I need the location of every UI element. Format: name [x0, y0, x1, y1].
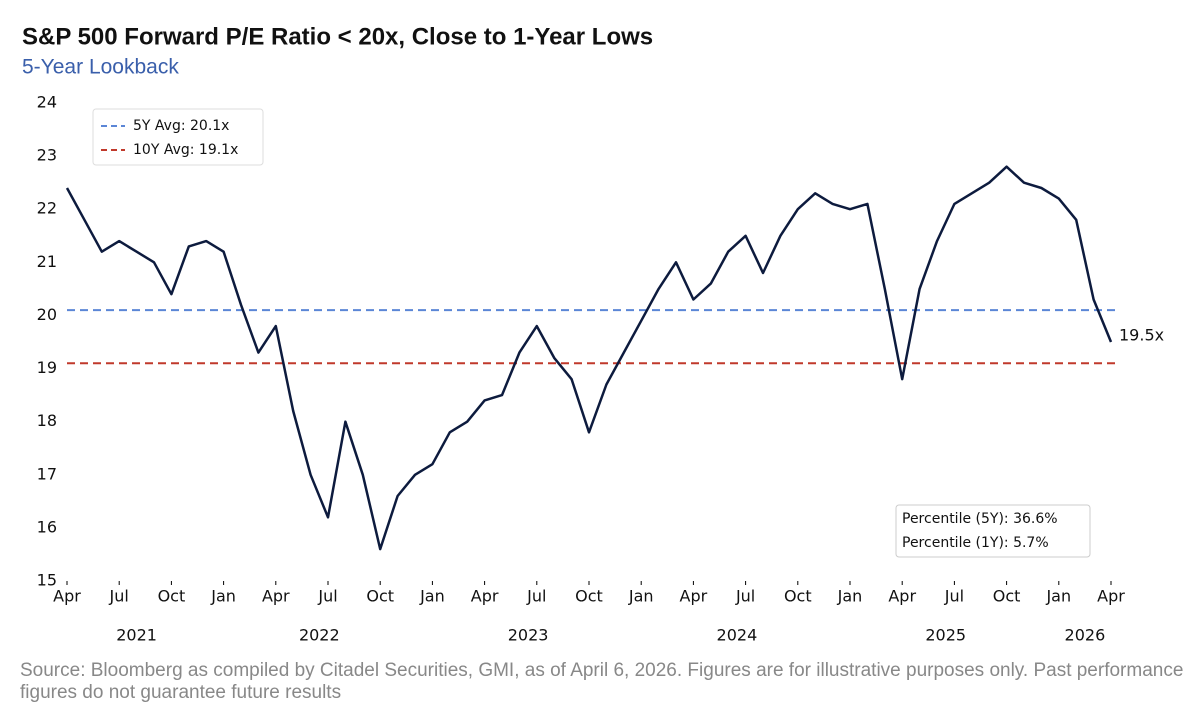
x-tick-label: Jan: [837, 587, 863, 606]
chart-title: S&P 500 Forward P/E Ratio < 20x, Close t…: [22, 23, 653, 50]
year-label: 2023: [508, 626, 549, 645]
source: Source: Bloomberg as compiled by Citadel…: [20, 660, 1184, 703]
year-label: 2025: [925, 626, 966, 645]
year-label: 2021: [116, 626, 157, 645]
y-tick-label: 23: [37, 146, 57, 165]
end-label: 19.5x: [1119, 326, 1164, 345]
x-tick-label: Apr: [471, 587, 499, 606]
year-label: 2024: [717, 626, 758, 645]
annotation: Percentile (5Y): 36.6%: [902, 511, 1058, 527]
y-tick-label: 19: [37, 358, 57, 377]
x-tick-label: Apr: [262, 587, 290, 606]
x-tick-label: Jul: [735, 587, 755, 606]
x-tick-label: Apr: [680, 587, 708, 606]
y-tick-label: 17: [37, 464, 57, 483]
x-tick-label: Oct: [366, 587, 394, 606]
x-tick-label: Jan: [628, 587, 654, 606]
x-tick-label: Oct: [993, 587, 1021, 606]
x-tick-label: Jan: [210, 587, 236, 606]
legend-label: 5Y Avg: 20.1x: [133, 118, 229, 134]
x-tick-label: Oct: [158, 587, 186, 606]
source-wrap: Source: Bloomberg as compiled by Citadel…: [20, 660, 1184, 703]
x-tick-label: Apr: [888, 587, 916, 606]
x-tick-label: Jan: [419, 587, 445, 606]
x-tick-label: Jul: [526, 587, 546, 606]
x-tick-label: Jul: [944, 587, 964, 606]
x-tick-label: Apr: [53, 587, 81, 606]
line: [65, 165, 1113, 551]
chart-subtitle: 5-Year Lookback: [22, 56, 179, 79]
x-tick-label: Oct: [575, 587, 603, 606]
y-tick-label: 18: [37, 411, 57, 430]
year-label: 2022: [299, 626, 340, 645]
legend-label: 10Y Avg: 19.1x: [133, 142, 238, 158]
y-tick-label: 24: [37, 93, 57, 112]
x-tick-label: Jul: [317, 587, 337, 606]
y-tick-label: 22: [37, 199, 57, 218]
y-tick-label: 21: [37, 252, 57, 271]
y-tick-label: 15: [37, 571, 57, 590]
legend-box: [92, 108, 264, 166]
x-tick-label: Oct: [784, 587, 812, 606]
x-tick-label: Apr: [1097, 587, 1125, 606]
year-label: 2026: [1065, 626, 1106, 645]
annotation: Percentile (1Y): 5.7%: [902, 535, 1049, 551]
x-tick-label: Jan: [1045, 587, 1071, 606]
annotation-box: [895, 504, 1091, 558]
y-tick-label: 16: [37, 517, 57, 536]
x-tick-label: Jul: [109, 587, 129, 606]
y-tick-label: 20: [37, 305, 57, 324]
